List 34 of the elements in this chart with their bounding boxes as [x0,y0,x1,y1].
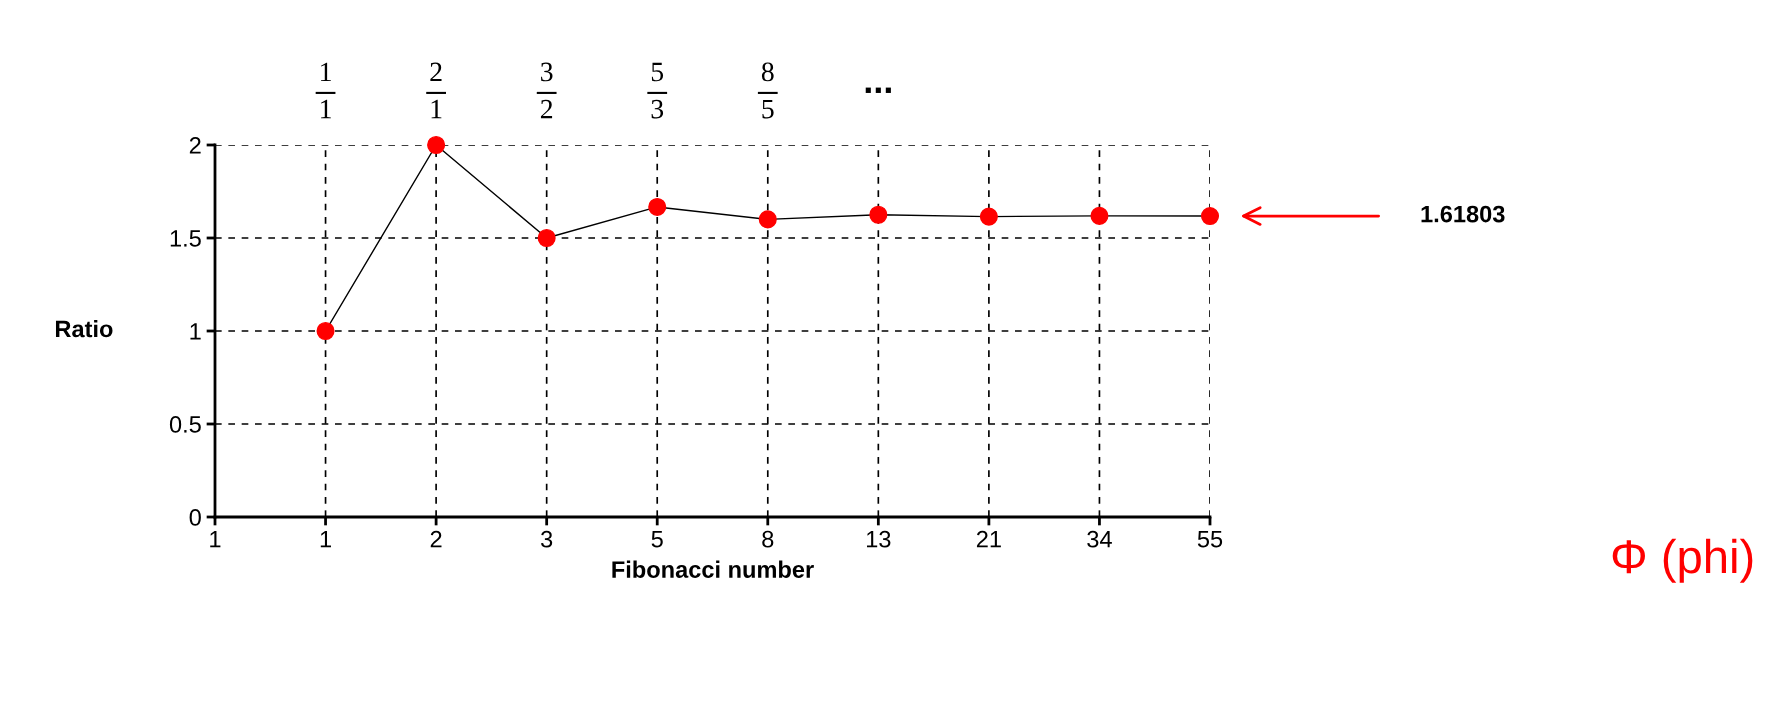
text: 1 1 [321,62,331,119]
point [1090,206,1109,225]
text: ... [865,87,891,93]
x-tick-label: 13 [867,530,891,548]
text: 5 3 [651,62,664,119]
point [648,197,667,216]
text: 1.61803 [1421,205,1505,223]
point [758,210,777,229]
x-tick-label: 1 [320,531,331,548]
point [869,205,888,224]
x-tick-label: 5 [651,531,663,548]
y-axis-title: Ratio [55,320,113,338]
point [1200,207,1220,226]
text: 8 5 [761,62,774,119]
y-tick-label: 1.5 [170,230,201,247]
text: 2 1 [430,62,442,119]
point [979,207,998,226]
x-tick-label: 8 [762,530,774,548]
x-tick-label: 21 [976,530,1001,548]
x-axis-title: Fibonacci number [612,560,814,578]
x-tick-label: 2 [430,530,442,548]
point [537,228,556,248]
x-tick-label: 3 [541,530,553,548]
text: 3 2 [540,62,553,119]
y-tick-label: 0 [189,509,201,526]
y-tick-label: 1 [190,323,201,340]
x-tick-label: 34 [1087,530,1112,548]
x-tick-label: 1 [210,531,221,548]
y-tick-label: 0.5 [169,416,201,433]
text: Φ (phi) [1612,538,1753,583]
x-tick-label: 55 [1197,531,1223,548]
point [316,321,335,341]
point [427,135,446,155]
y-tick-label: 2 [189,137,201,154]
